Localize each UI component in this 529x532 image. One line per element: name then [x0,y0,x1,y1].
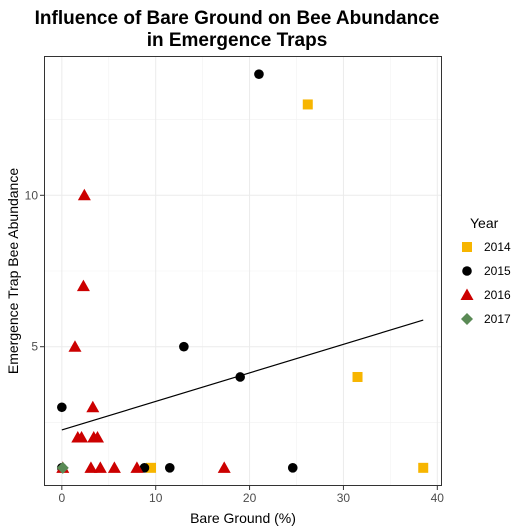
chart-title-line-2: in Emergence Traps [147,30,328,51]
legend-item-2017: 2017 [461,312,511,326]
data-point-2016 [75,431,89,443]
y-axis-title: Emergence Trap Bee Abundance [5,168,21,374]
legend: Year 2014 2015 2016 2017 [460,215,511,326]
data-point-2015 [254,69,264,79]
data-point-2014 [302,99,313,110]
legend-label-2017: 2017 [484,312,511,326]
legend-item-2016: 2016 [460,288,511,302]
legend-title: Year [470,215,499,231]
data-point-2015 [179,341,189,352]
data-point-2015 [139,463,150,473]
data-point-2016 [217,461,231,473]
legend-key-2015 [462,266,472,276]
data-point-2015 [57,402,67,413]
data-point-2016 [91,431,105,443]
data-point-2016 [76,279,90,292]
y-tick-label: 10 [25,188,39,202]
data-point-2015 [235,372,245,382]
data-point-2016 [107,461,121,473]
data-point-2017 [56,461,69,474]
series-2017 [56,461,69,474]
legend-label-2015: 2015 [484,264,511,278]
data-point-2015 [287,463,298,473]
x-tick-label: 20 [243,491,257,505]
data-point-2016 [77,188,91,201]
data-point-2014 [418,462,429,473]
data-point-2016 [84,461,98,473]
x-tick-label: 10 [149,491,163,505]
data-point-2016 [68,340,82,352]
legend-key-2017 [461,313,473,325]
data-point-2014 [352,371,363,382]
chart-title: Influence of Bare Ground on Bee Abundanc… [35,8,440,51]
x-tick-label: 40 [431,491,445,505]
x-tick-label: 30 [337,491,351,505]
legend-key-2014 [462,242,472,252]
x-tick-label: 0 [58,491,65,505]
series-2016 [56,188,231,473]
legend-item-2015: 2015 [462,264,511,278]
legend-label-2016: 2016 [484,288,511,302]
data-point-2016 [130,461,144,473]
x-axis: 0 10 20 30 40 [58,486,444,505]
legend-label-2014: 2014 [484,240,511,254]
data-point-2016 [93,461,107,473]
data-points [56,69,429,474]
grid-lines [44,56,442,486]
data-point-2015 [164,463,175,473]
data-point-2016 [86,400,100,413]
y-axis: 5 10 [25,188,44,354]
x-axis-title: Bare Ground (%) [190,510,296,526]
plot-border [44,56,442,486]
y-tick-label: 5 [31,340,38,354]
chart-title-line-1: Influence of Bare Ground on Bee Abundanc… [35,8,440,29]
legend-item-2014: 2014 [462,240,511,254]
legend-key-2016 [460,288,474,300]
data-point-2014 [146,462,157,473]
series-2014 [146,99,429,473]
